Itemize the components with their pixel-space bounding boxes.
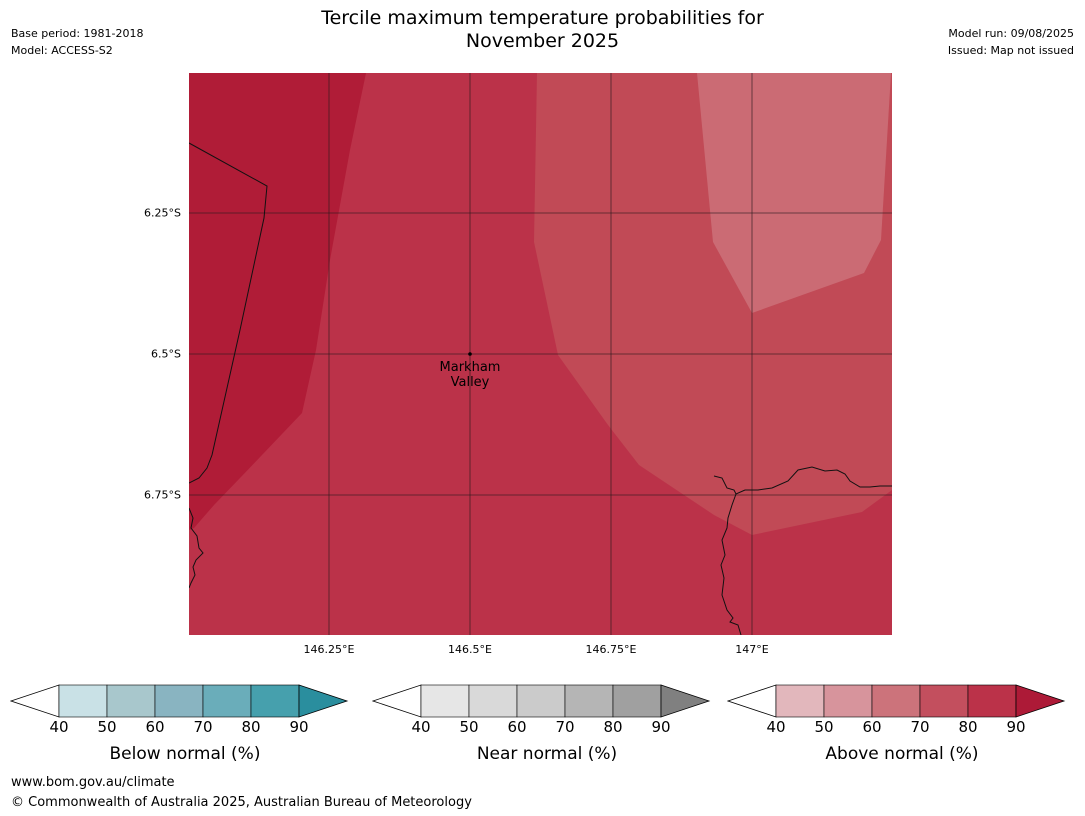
lat-label-6-5: 6.5°S: [151, 347, 181, 361]
colorbar-segment: [106, 684, 156, 718]
model-name: Model: ACCESS-S2: [11, 44, 113, 57]
colorbar-segment: [202, 684, 252, 718]
lat-label-6-25: 6.25°S: [144, 206, 181, 220]
lon-label-147: 147°E: [735, 643, 769, 656]
colorbar-tick-label: 70: [910, 718, 930, 736]
colorbar-tick-label: 70: [555, 718, 575, 736]
colorbar-below-normal: [10, 684, 349, 718]
colorbar-tick-label: 60: [507, 718, 527, 736]
colorbar-segment: [612, 684, 662, 718]
colorbar-tick-label: 80: [603, 718, 623, 736]
colorbar-tick-label: 50: [459, 718, 479, 736]
colorbar-tick-label: 60: [145, 718, 165, 736]
colorbar-near-normal: [372, 684, 711, 718]
colorbar-low-arrow: [10, 684, 60, 718]
lat-label-6-75: 6.75°S: [144, 488, 181, 502]
colorbar-segment: [516, 684, 566, 718]
colorbar-tick-label: 90: [289, 718, 309, 736]
footer-copyright: © Commonwealth of Australia 2025, Austra…: [11, 795, 472, 810]
colorbar-high-arrow: [298, 684, 349, 718]
colorbar-above-normal: [727, 684, 1066, 718]
meta-right: Model run: 09/08/2025 Issued: Map not is…: [948, 25, 1074, 59]
zone-50-60: [697, 73, 891, 313]
lon-label-146-25: 146.25°E: [303, 643, 355, 656]
colorbar-segment: [58, 684, 108, 718]
colorbar-tick-label: 50: [814, 718, 834, 736]
legend-near-normal: Near normal (%) 40 50 60 70 80 90: [372, 684, 722, 764]
colorbar-segment: [420, 684, 470, 718]
colorbar-tick-label: 40: [766, 718, 786, 736]
legend-title-below-normal: Below normal (%): [109, 744, 261, 764]
place-label-markham-valley: Markham Valley: [440, 360, 501, 390]
coastline-river: [720, 493, 742, 635]
lon-label-146-5: 146.5°E: [448, 643, 492, 656]
colorbar-tick-label: 40: [411, 718, 431, 736]
colorbar-tick-label: 80: [958, 718, 978, 736]
gridlines: [189, 73, 892, 635]
colorbar-low-arrow: [727, 684, 777, 718]
zone-80-90: [189, 73, 366, 530]
colorbar-tick-label: 80: [241, 718, 261, 736]
colorbar-segment: [823, 684, 873, 718]
legend-title-above-normal: Above normal (%): [825, 744, 979, 764]
colorbar-segment: [564, 684, 614, 718]
coastline-west: [189, 507, 204, 589]
place-name-line-1: Markham: [439, 360, 501, 375]
base-period: Base period: 1981-2018: [11, 27, 144, 40]
colorbar-segment: [919, 684, 969, 718]
colorbar-tick-label: 90: [1006, 718, 1026, 736]
place-name-line-2: Valley: [450, 375, 490, 390]
borders-coastline: [189, 142, 892, 635]
coastline-east: [713, 466, 892, 495]
place-marker: [468, 352, 472, 356]
colorbar-high-arrow: [660, 684, 711, 718]
colorbar-tick-label: 70: [193, 718, 213, 736]
colorbar-low-arrow: [372, 684, 422, 718]
model-run: Model run: 09/08/2025: [948, 27, 1074, 40]
colorbar-segment: [468, 684, 518, 718]
map-title: Tercile maximum temperature probabilitie…: [0, 7, 1085, 53]
legend-below-normal: Below normal (%) 40 50 60 70 80 90: [10, 684, 360, 764]
colorbar-segment: [775, 684, 825, 718]
title-line-2: November 2025: [465, 30, 620, 52]
legend-title-near-normal: Near normal (%): [476, 744, 618, 764]
colorbar-tick-label: 60: [862, 718, 882, 736]
colorbar-segment: [250, 684, 300, 718]
meta-left: Base period: 1981-2018 Model: ACCESS-S2: [11, 25, 143, 59]
province-border: [189, 142, 268, 484]
colorbar-segment: [967, 684, 1017, 718]
colorbar-segment: [871, 684, 921, 718]
footer-url[interactable]: www.bom.gov.au/climate: [11, 775, 175, 790]
colorbar-high-arrow: [1015, 684, 1066, 718]
legend-above-normal: Above normal (%) 40 50 60 70 80 90: [727, 684, 1077, 764]
lon-label-146-75: 146.75°E: [585, 643, 637, 656]
title-line-1: Tercile maximum temperature probabilitie…: [321, 7, 764, 29]
colorbar-tick-label: 40: [49, 718, 69, 736]
colorbar-tick-label: 50: [97, 718, 117, 736]
issued-status: Issued: Map not issued: [947, 44, 1074, 57]
colorbar-tick-label: 90: [651, 718, 671, 736]
colorbar-segment: [154, 684, 204, 718]
